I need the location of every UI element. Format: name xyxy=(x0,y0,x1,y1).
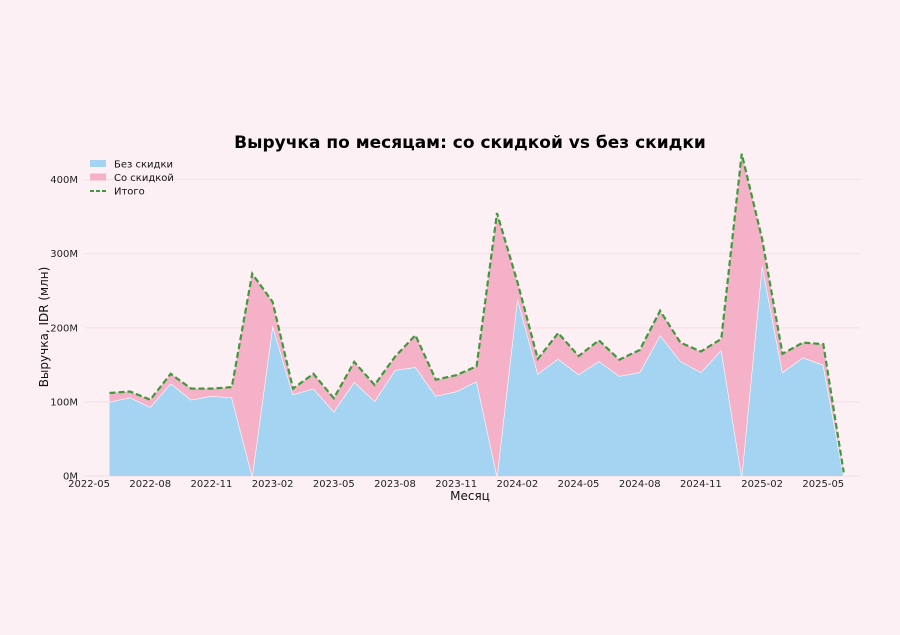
x-tick-label: 2024-05 xyxy=(558,479,600,490)
x-tick-label: 2024-08 xyxy=(619,479,661,490)
x-tick-label: 2022-08 xyxy=(129,479,171,490)
legend-swatch xyxy=(90,173,106,181)
x-tick-label: 2024-11 xyxy=(680,479,722,490)
area-series xyxy=(109,153,845,477)
chart-title: Выручка по месяцам: со скидкой vs без ск… xyxy=(234,133,706,153)
y-axis-label: Выручка, IDR (млн) xyxy=(37,267,51,388)
x-tick-label: 2024-02 xyxy=(496,479,538,490)
y-tick-label: 300M xyxy=(50,249,78,260)
total-line xyxy=(109,153,845,473)
legend-label: Со скидкой xyxy=(114,173,174,184)
legend-label: Итого xyxy=(114,187,145,198)
x-tick-label: 2022-05 xyxy=(68,479,110,490)
x-axis-label: Месяц xyxy=(450,489,490,503)
y-tick-label: 0M xyxy=(63,472,78,483)
x-tick-label: 2023-05 xyxy=(313,479,355,490)
legend: Без скидки Со скидкой Итого xyxy=(90,160,174,198)
x-tick-label: 2022-11 xyxy=(191,479,233,490)
legend-swatch xyxy=(90,160,106,167)
area-series-2 xyxy=(109,153,844,476)
y-tick-label: 100M xyxy=(50,397,78,408)
y-tick-label: 200M xyxy=(50,323,78,334)
legend-label: Без скидки xyxy=(114,160,173,171)
y-axis-ticks: 0M 100M 200M 300M 400M xyxy=(50,175,78,482)
area-series-1 xyxy=(109,264,844,476)
x-tick-label: 2025-02 xyxy=(741,479,783,490)
x-tick-label: 2023-02 xyxy=(252,479,294,490)
x-tick-label: 2025-05 xyxy=(802,479,844,490)
x-tick-label: 2023-08 xyxy=(374,479,416,490)
x-tick-label: 2023-11 xyxy=(435,479,477,490)
y-tick-label: 400M xyxy=(50,175,78,186)
x-axis-ticks: 2022-05 2022-08 2022-11 2023-02 2023-05 2023-… xyxy=(68,479,844,490)
